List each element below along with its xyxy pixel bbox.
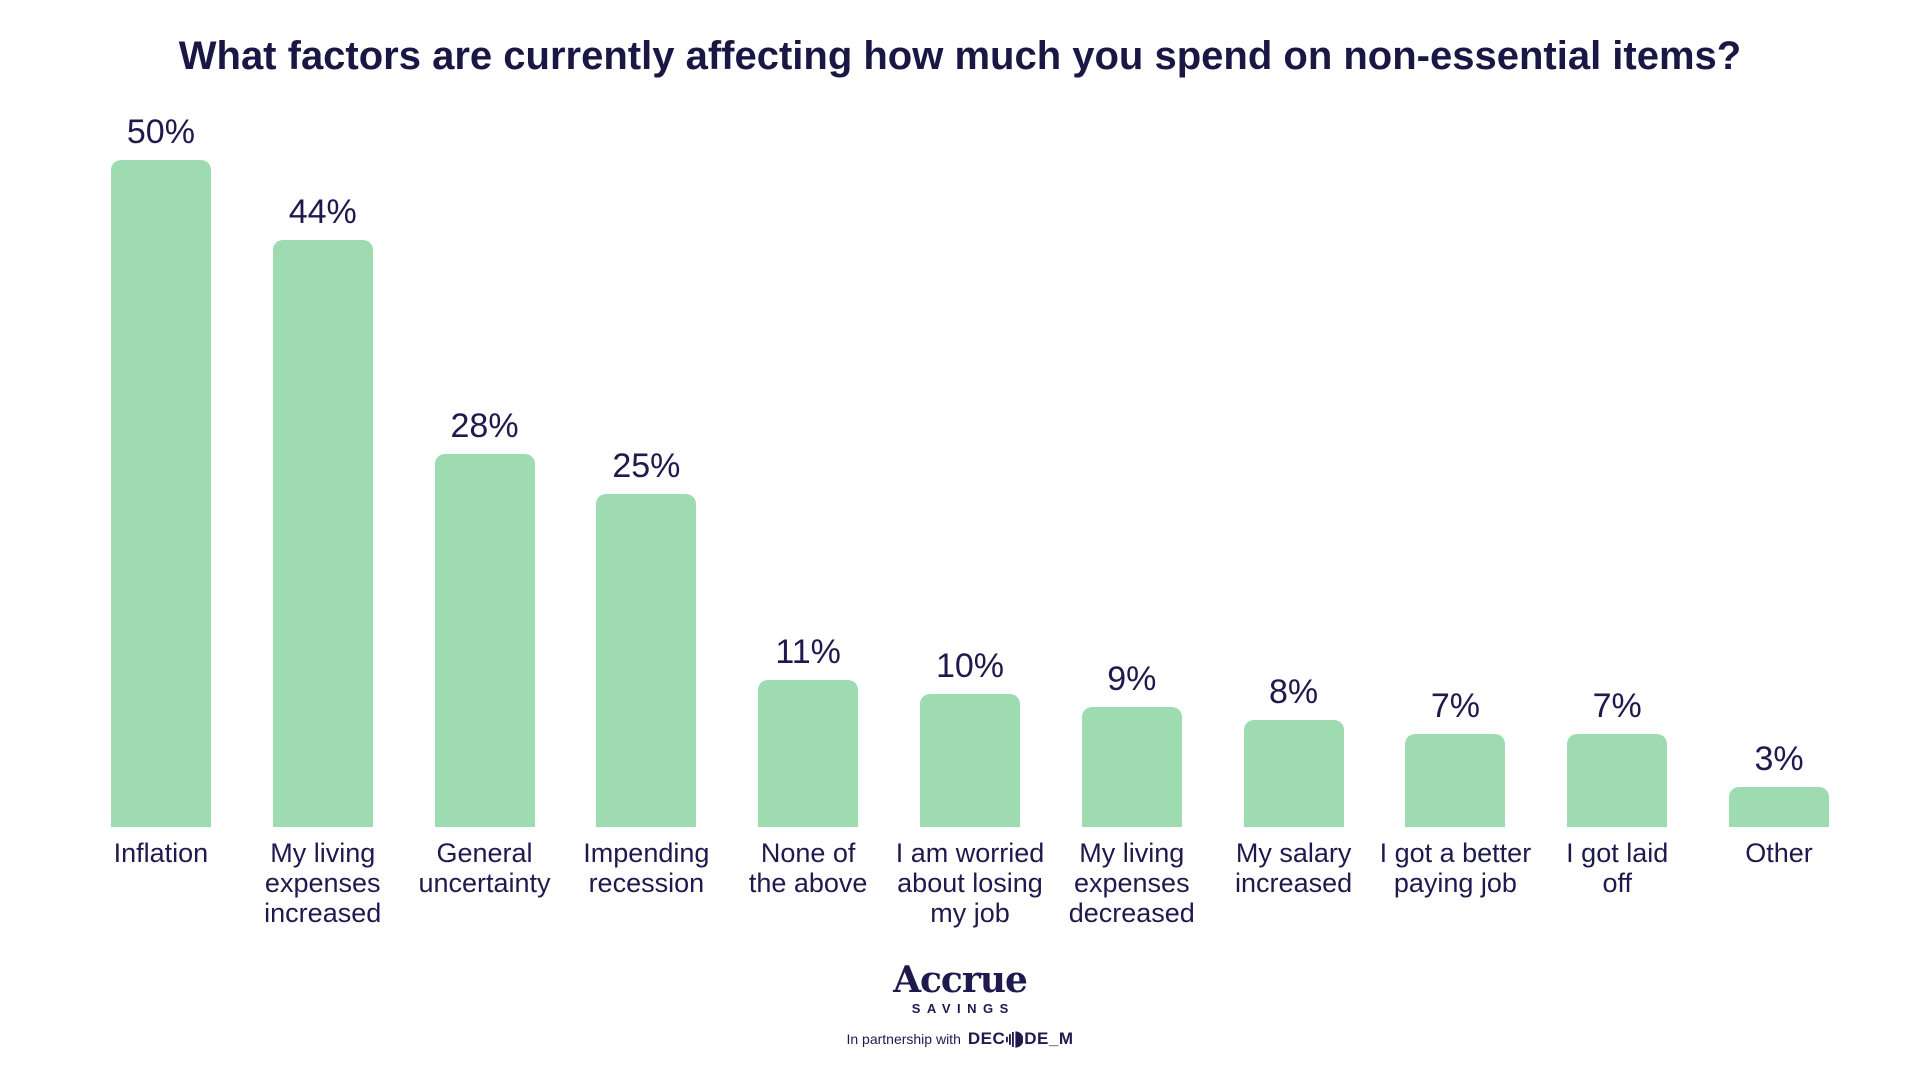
bar-value-label: 11% bbox=[775, 633, 841, 672]
bar-category-label: I got laid off bbox=[1566, 838, 1669, 898]
bar bbox=[596, 493, 697, 827]
bar-column: 44% My living expenses increased bbox=[242, 0, 404, 928]
bar-value-label: 9% bbox=[1107, 659, 1157, 698]
bar bbox=[1729, 787, 1830, 827]
partnership-text: In partnership with bbox=[846, 1031, 961, 1047]
bar-category-label: My living expenses decreased bbox=[1068, 838, 1195, 928]
bar bbox=[434, 453, 535, 827]
partner-wordmark-left: DEC bbox=[967, 1029, 1006, 1048]
bar-category-label: My salary increased bbox=[1235, 838, 1353, 898]
bar-column: 50% Inflation bbox=[80, 0, 242, 868]
bar bbox=[1243, 720, 1344, 827]
bar-category-label: Inflation bbox=[113, 838, 209, 868]
footer-logo-block: Accrue SAVINGS In partnership with DEC D… bbox=[0, 960, 1920, 1048]
brand-subtitle: SAVINGS bbox=[911, 1001, 1015, 1016]
brand-wordmark: Accrue bbox=[893, 959, 1028, 1001]
bar-column: 10% I am worried about losing my job bbox=[889, 0, 1051, 928]
bar bbox=[272, 240, 373, 827]
bar-category-label: Other bbox=[1745, 838, 1813, 868]
bar-category-label: Impending recession bbox=[583, 838, 710, 898]
bar-value-label: 25% bbox=[612, 446, 681, 485]
bar-column: 8% My salary increased bbox=[1213, 0, 1375, 898]
partnership-line: In partnership with DEC DE_M bbox=[0, 1030, 1920, 1048]
bar bbox=[1405, 733, 1506, 827]
bar-value-label: 28% bbox=[450, 406, 519, 445]
bar-chart: 50% Inflation 44% My living expenses inc… bbox=[80, 0, 1860, 928]
bar bbox=[110, 160, 211, 827]
bar-category-label: None of the above bbox=[748, 838, 868, 898]
bar-category-label: I am worried about losing my job bbox=[895, 838, 1045, 928]
bar-column: 11% None of the above bbox=[727, 0, 889, 898]
bar-category-label: My living expenses increased bbox=[264, 838, 382, 928]
bar bbox=[919, 693, 1020, 827]
bar-value-label: 50% bbox=[126, 113, 195, 151]
chart-title: What factors are currently affecting how… bbox=[178, 34, 1742, 78]
bar-value-label: 8% bbox=[1269, 673, 1319, 712]
bar-column: 9% My living expenses decreased bbox=[1051, 0, 1213, 928]
bar-value-label: 7% bbox=[1430, 686, 1480, 725]
bar-value-label: 44% bbox=[288, 193, 357, 231]
bar-column: 3% Other bbox=[1698, 0, 1860, 868]
partner-wordmark: DEC DE_M bbox=[968, 1030, 1074, 1048]
bar-category-label: General uncertainty bbox=[418, 838, 551, 898]
bar-value-label: 7% bbox=[1592, 686, 1642, 725]
bar-category-label: I got a better paying job bbox=[1379, 838, 1532, 898]
bar-column: 7% I got laid off bbox=[1536, 0, 1698, 898]
bar-value-label: 10% bbox=[935, 646, 1004, 685]
bar bbox=[1567, 733, 1668, 827]
bar-value-label: 3% bbox=[1754, 740, 1804, 778]
bar bbox=[758, 680, 859, 827]
bar-column: 25% Impending recession bbox=[565, 0, 727, 899]
bar-column: 28% General uncertainty bbox=[404, 0, 566, 899]
bar bbox=[1081, 706, 1182, 827]
partner-wordmark-right: DE_M bbox=[1024, 1029, 1074, 1048]
striped-circle-icon bbox=[1006, 1030, 1024, 1048]
bar-column: 7% I got a better paying job bbox=[1375, 0, 1537, 898]
